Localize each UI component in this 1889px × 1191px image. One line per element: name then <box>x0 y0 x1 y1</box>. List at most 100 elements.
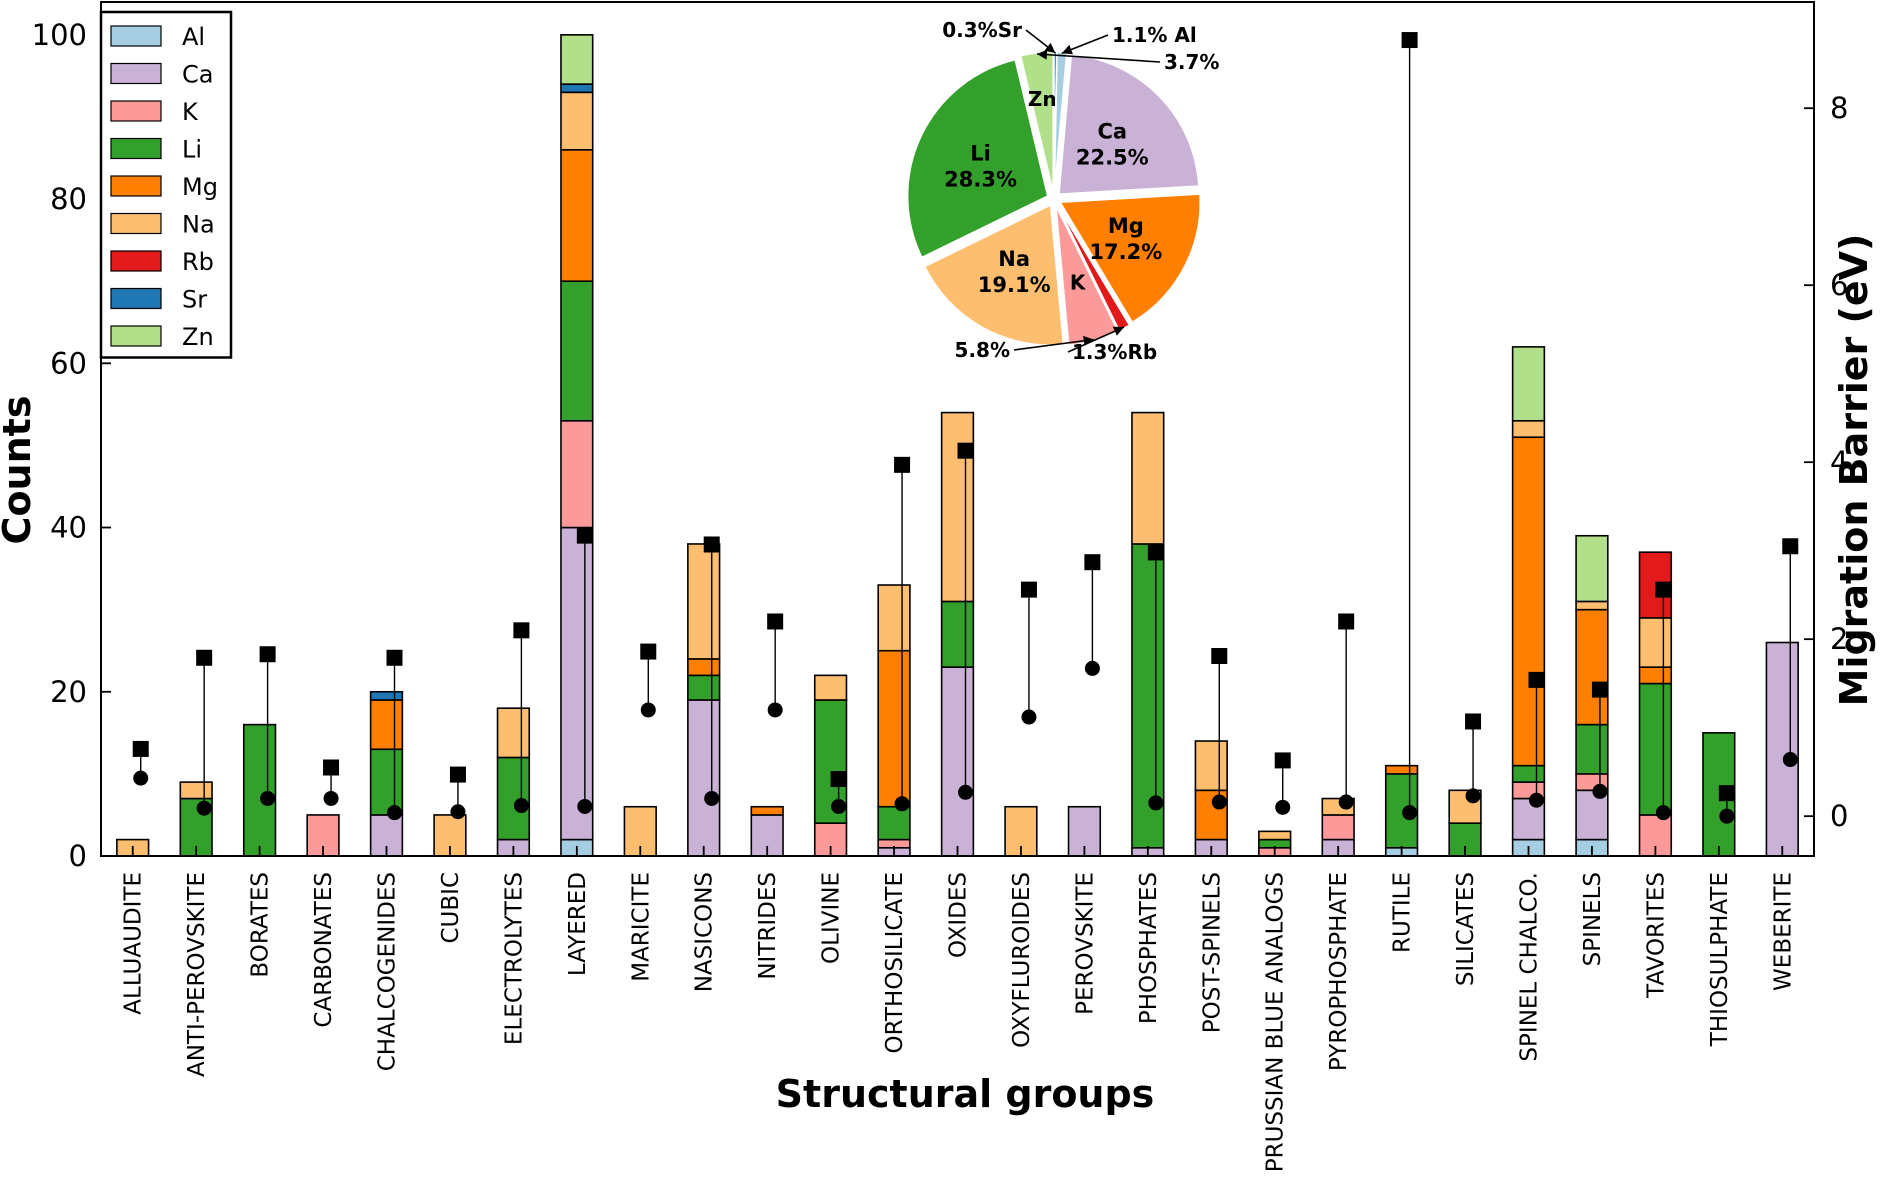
barrier-max-marker <box>1718 785 1735 802</box>
barrier-min-marker <box>1338 794 1354 810</box>
pie-callout-line <box>1036 53 1161 63</box>
bar-segment <box>496 707 531 759</box>
category-label: ANTI-PEROVSKITE <box>184 872 210 1077</box>
x-axis-label: Structural groups <box>776 1072 1155 1116</box>
bar-segment <box>242 723 277 857</box>
legend-swatch <box>110 287 162 310</box>
legend: Al Ca K Li Mg Na Rb Sr Zn <box>99 10 233 359</box>
bar-segment <box>940 666 975 857</box>
barrier-min-marker <box>767 702 783 718</box>
bar-segment <box>687 699 721 857</box>
bar-segment <box>1131 411 1165 545</box>
bar-segment <box>1511 764 1546 783</box>
bar-segment <box>560 34 594 85</box>
barrier-min-marker <box>577 798 593 814</box>
pie-slice-ca <box>1058 53 1200 195</box>
bar-segment <box>1321 814 1355 841</box>
bar-segment <box>1258 830 1292 841</box>
category-label: RUTILE <box>1390 872 1416 953</box>
bar-segment <box>1575 723 1609 775</box>
bar-segment <box>687 543 721 660</box>
category-label: SILICATES <box>1453 872 1479 986</box>
category-label: CHALCOGENIDES <box>375 872 401 1071</box>
barrier-max-marker <box>957 442 974 459</box>
barrier-max-marker <box>1401 32 1418 49</box>
pie-label-name: Zn <box>1028 87 1057 111</box>
category-label: THIOSULPHATE <box>1707 872 1733 1047</box>
barrier-min-marker <box>450 804 466 820</box>
y-tick-label: 60 <box>50 346 87 380</box>
barrier-max-marker <box>1147 544 1164 561</box>
pie-callout-line <box>1067 326 1125 353</box>
barrier-min-marker <box>1084 660 1100 676</box>
legend-swatch <box>110 175 162 197</box>
legend-swatch <box>110 212 162 235</box>
barrier-min-marker <box>640 702 656 718</box>
barrier-layer <box>132 32 1799 824</box>
category-label: BORATES <box>248 872 274 978</box>
legend-swatch <box>110 325 162 347</box>
barrier-min-marker <box>196 800 212 816</box>
pie-slice-mg <box>1058 193 1201 324</box>
bar-segment <box>560 149 594 282</box>
barrier-max-marker <box>196 649 213 666</box>
barrier-max-marker <box>640 643 657 660</box>
category-label: CARBONATES <box>311 872 337 1028</box>
barrier-max-marker <box>1338 613 1355 630</box>
category-label: OXYFLUROIDES <box>1009 872 1035 1048</box>
y2-tick-label: 4 <box>1830 445 1848 479</box>
bar-segment <box>1511 436 1546 767</box>
bar-segment <box>1575 534 1609 603</box>
bar-segment <box>940 600 975 668</box>
barrier-min-marker <box>1021 709 1037 725</box>
pie-label-name: Na <box>998 247 1030 271</box>
y2-tick-label: 0 <box>1830 799 1848 833</box>
barrier-max-marker <box>1655 581 1672 598</box>
barrier-max-marker <box>830 771 847 788</box>
pie-callout-zn: 3.7% <box>1164 50 1219 74</box>
bar-segment <box>369 748 404 816</box>
barrier-min-marker <box>831 798 847 814</box>
bar-segment <box>1384 764 1419 775</box>
legend-label: K <box>182 98 199 126</box>
pie-callout-arrow <box>1036 49 1048 60</box>
barrier-max-marker <box>132 740 149 757</box>
barrier-max-marker <box>1211 647 1228 664</box>
barrier-max-marker <box>1084 554 1101 571</box>
category-label: NASICONS <box>692 872 718 992</box>
barrier-max-marker <box>259 646 276 663</box>
pie-callout-line <box>1013 338 1094 351</box>
pie-callout-arrow <box>1061 44 1073 55</box>
bar-segment <box>560 91 594 151</box>
pie-callout-arrow <box>1112 326 1124 336</box>
barrier-min-marker <box>513 798 529 814</box>
category-label: OLIVINE <box>819 872 845 964</box>
category-label: NITRIDES <box>755 872 781 980</box>
pie-label-percent: 22.5% <box>1076 145 1149 169</box>
category-label: SPINEL CHALCO. <box>1517 872 1543 1062</box>
barrier-max-marker <box>703 536 720 553</box>
bar-segment <box>813 674 848 701</box>
barrier-min-marker <box>704 790 720 806</box>
category-label: PEROVSKITE <box>1072 872 1098 1015</box>
pie-label-percent: 17.2% <box>1089 240 1162 264</box>
legend-label: Mg <box>182 173 218 201</box>
category-label: TAVORITES <box>1643 872 1669 999</box>
bar-segment <box>1638 666 1673 685</box>
bar-segment <box>369 690 404 701</box>
barrier-max-marker <box>767 613 784 630</box>
category-label: POST-SPINELS <box>1199 872 1225 1033</box>
category-label: PRUSSIAN BLUE ANALOGS <box>1263 872 1289 1172</box>
bar-segment <box>1511 419 1546 439</box>
category-label: PHOSPHATES <box>1136 872 1162 1024</box>
bar-segment <box>750 805 784 816</box>
barrier-max-marker <box>323 759 340 776</box>
barrier-min-marker <box>894 796 910 812</box>
bar-segment <box>369 699 404 751</box>
legend-label: Na <box>182 211 215 239</box>
bar-segment <box>877 584 911 652</box>
bar-segment <box>1765 641 1799 857</box>
